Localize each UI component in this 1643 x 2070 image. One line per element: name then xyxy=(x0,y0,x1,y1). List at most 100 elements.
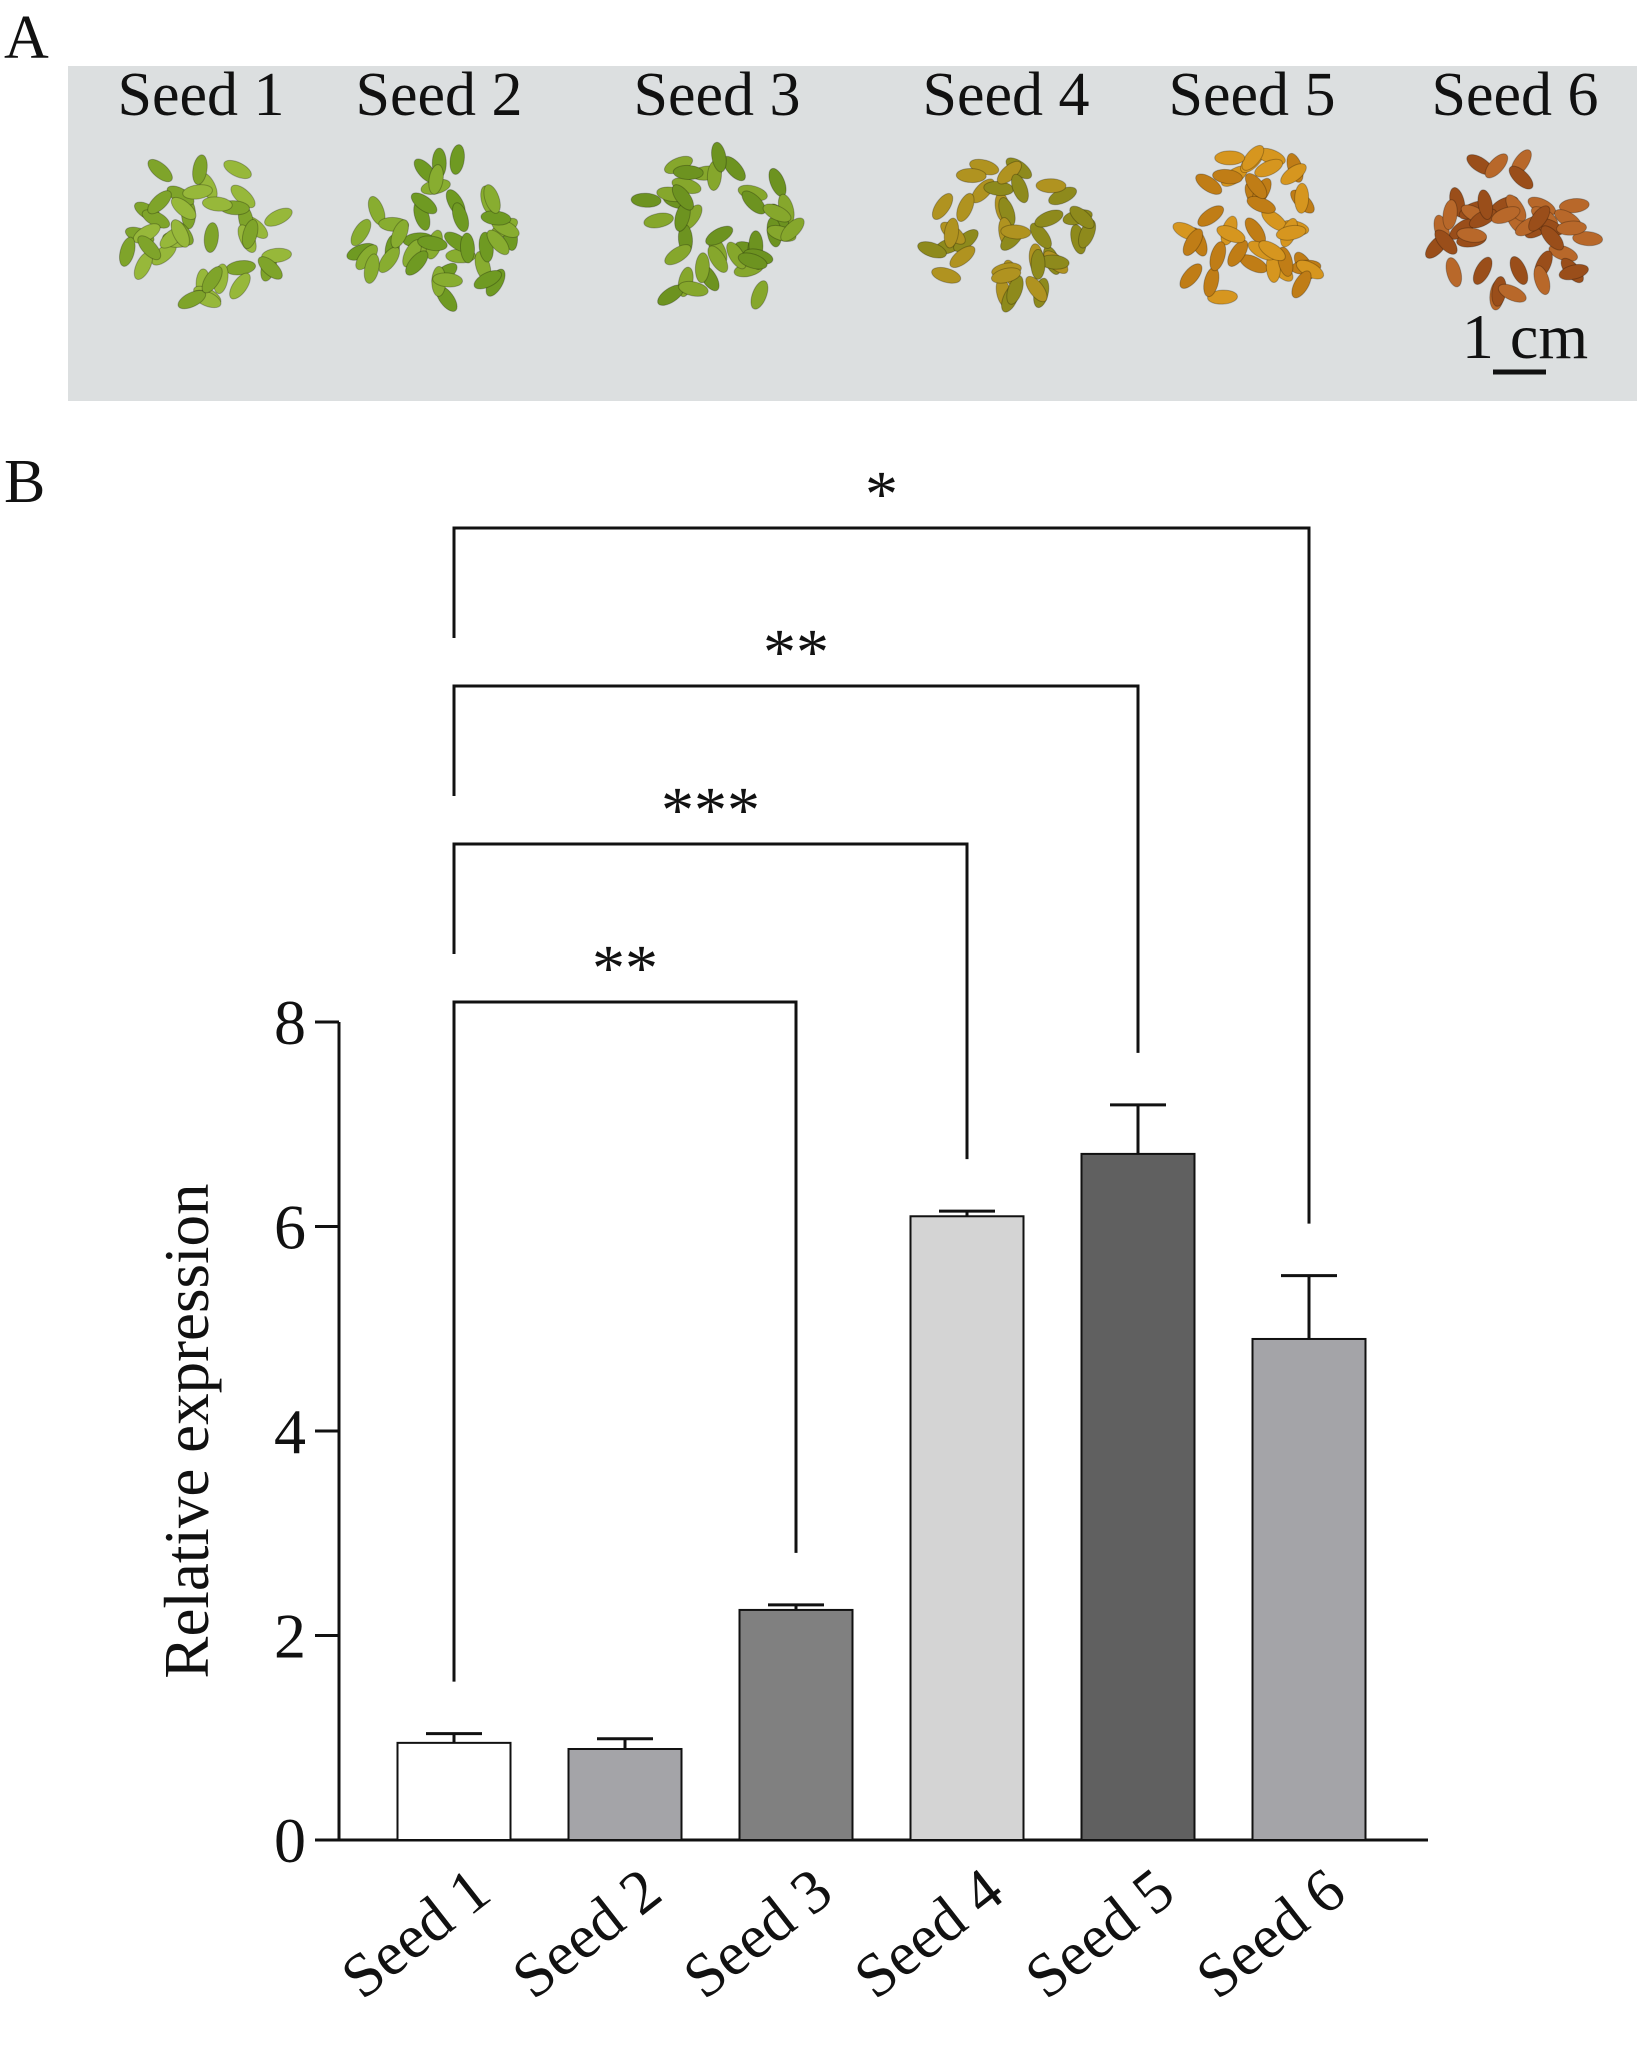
seed xyxy=(1244,172,1268,200)
seed xyxy=(1254,158,1284,178)
seed xyxy=(1280,163,1307,186)
seed xyxy=(671,184,695,211)
seed xyxy=(1558,197,1590,214)
seed xyxy=(1484,153,1509,179)
seed xyxy=(177,290,207,310)
seed xyxy=(182,184,213,200)
bar xyxy=(909,1215,1025,1841)
panel-label: A xyxy=(4,4,49,72)
seed xyxy=(264,207,293,227)
seed xyxy=(203,222,219,253)
bar xyxy=(738,1608,854,1841)
seed xyxy=(147,190,172,215)
seed xyxy=(694,252,710,284)
x-tick-label: Seed 1 xyxy=(329,1855,502,2011)
bar xyxy=(1251,1337,1367,1841)
seed xyxy=(664,244,692,266)
seed-label: Seed 6 xyxy=(1431,61,1598,129)
seed xyxy=(1195,173,1223,195)
seed xyxy=(1291,270,1312,299)
seed xyxy=(1508,165,1534,190)
seed-label: Seed 4 xyxy=(922,61,1089,129)
seed xyxy=(170,219,190,248)
seed xyxy=(737,252,768,270)
seed xyxy=(1572,231,1604,247)
seed xyxy=(643,212,674,229)
seed xyxy=(956,192,975,222)
y-tick-label: 0 xyxy=(274,1805,306,1876)
seed xyxy=(1035,178,1067,194)
x-tick-label: Seed 2 xyxy=(500,1855,673,2011)
seed xyxy=(1258,240,1286,262)
significance-bracket xyxy=(452,1000,798,1682)
y-tick-label: 4 xyxy=(274,1396,306,1467)
seed xyxy=(750,280,769,310)
seed xyxy=(459,232,476,264)
seed-piles xyxy=(118,141,1604,313)
seed xyxy=(672,164,704,180)
seed xyxy=(1029,222,1052,249)
seed xyxy=(1540,225,1565,251)
seed xyxy=(678,280,709,297)
seed xyxy=(432,272,464,288)
seed xyxy=(1209,241,1227,272)
seed-label: Seed 3 xyxy=(633,61,800,129)
significance-label: *** xyxy=(661,774,760,847)
seed xyxy=(1030,248,1046,280)
seed xyxy=(1442,199,1458,231)
seed xyxy=(1207,289,1238,305)
seed xyxy=(451,202,470,233)
seed xyxy=(1182,228,1204,257)
x-tick-label: Seed 4 xyxy=(842,1855,1015,2011)
seed xyxy=(1528,205,1551,232)
seed xyxy=(741,190,767,215)
seed xyxy=(762,203,792,223)
seed xyxy=(1472,256,1493,285)
seed xyxy=(780,217,805,242)
seed xyxy=(705,225,734,246)
scale-bar-label: 1 cm xyxy=(1462,301,1588,372)
seed xyxy=(428,164,444,195)
y-tick-label: 2 xyxy=(274,1601,306,1672)
x-tick-label: Seed 6 xyxy=(1184,1855,1357,2011)
seed xyxy=(223,159,252,180)
x-tick-label: Seed 5 xyxy=(1013,1855,1186,2011)
y-axis-label: Relative expression xyxy=(152,1183,222,1678)
seed xyxy=(201,266,223,294)
significance-bracket xyxy=(452,684,1140,1053)
seed xyxy=(1179,263,1203,289)
bar xyxy=(1080,1152,1196,1841)
seed-label: Seed 5 xyxy=(1168,61,1335,129)
seed xyxy=(350,218,372,247)
seed xyxy=(1034,209,1064,228)
seed xyxy=(630,192,662,208)
photo-background xyxy=(68,66,1637,401)
seed xyxy=(378,246,401,274)
significance-label: * xyxy=(865,458,898,531)
seed xyxy=(917,241,947,259)
seed xyxy=(229,272,251,300)
seed xyxy=(449,144,465,175)
significance-label: ** xyxy=(763,616,829,689)
seed xyxy=(1491,206,1521,225)
seed xyxy=(931,192,954,221)
seed xyxy=(137,235,162,261)
seed xyxy=(931,266,962,284)
seed xyxy=(410,192,438,215)
x-tick-label: Seed 3 xyxy=(671,1855,844,2011)
seed xyxy=(949,245,976,269)
seed xyxy=(1000,224,1032,240)
seed xyxy=(241,218,259,250)
significance-bracket xyxy=(452,526,1311,1224)
seed xyxy=(417,235,448,252)
seed xyxy=(147,158,173,183)
seed xyxy=(1069,205,1095,230)
bar xyxy=(567,1747,683,1842)
seed xyxy=(486,229,510,256)
seed xyxy=(201,196,233,212)
seed xyxy=(1275,224,1307,241)
seed xyxy=(711,141,727,173)
seed xyxy=(1241,144,1265,171)
seed xyxy=(1197,205,1225,227)
seed xyxy=(1212,168,1243,185)
